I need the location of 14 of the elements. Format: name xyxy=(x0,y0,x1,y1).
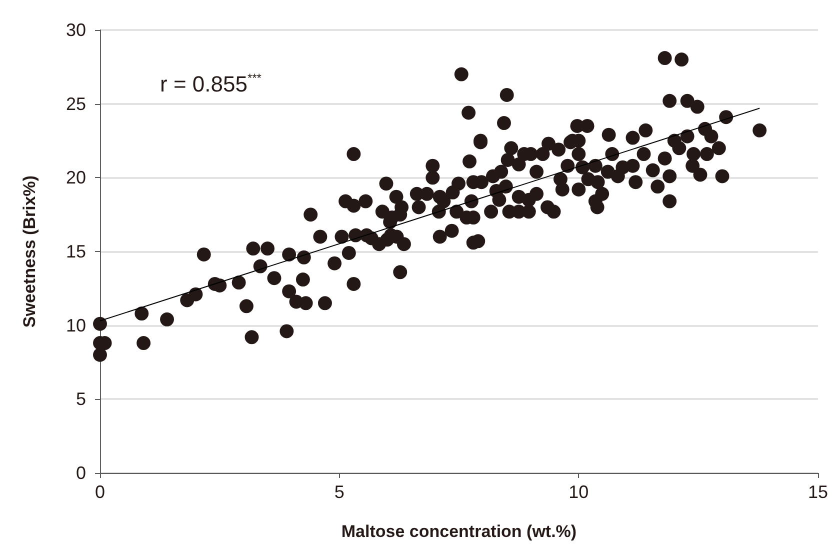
x-tick-label: 0 xyxy=(94,482,106,502)
y-tick-label: 25 xyxy=(66,94,86,114)
y-axis-title: Sweetness (Brix%) xyxy=(20,175,39,328)
x-tick-label: 15 xyxy=(808,482,828,502)
x-tick-label: 5 xyxy=(334,482,344,502)
y-tick-label: 10 xyxy=(66,315,86,336)
y-tick-label: 5 xyxy=(76,389,86,410)
x-tick-label: 10 xyxy=(568,482,589,502)
x-axis-title: Maltose concentration (wt.%) xyxy=(341,522,577,541)
y-tick-label: 20 xyxy=(66,168,86,188)
y-tick-label: 30 xyxy=(66,20,86,40)
y-tick-label: 0 xyxy=(76,463,86,483)
annotation: r = 0.855*** xyxy=(160,71,262,96)
y-tick-label: 15 xyxy=(66,242,86,262)
